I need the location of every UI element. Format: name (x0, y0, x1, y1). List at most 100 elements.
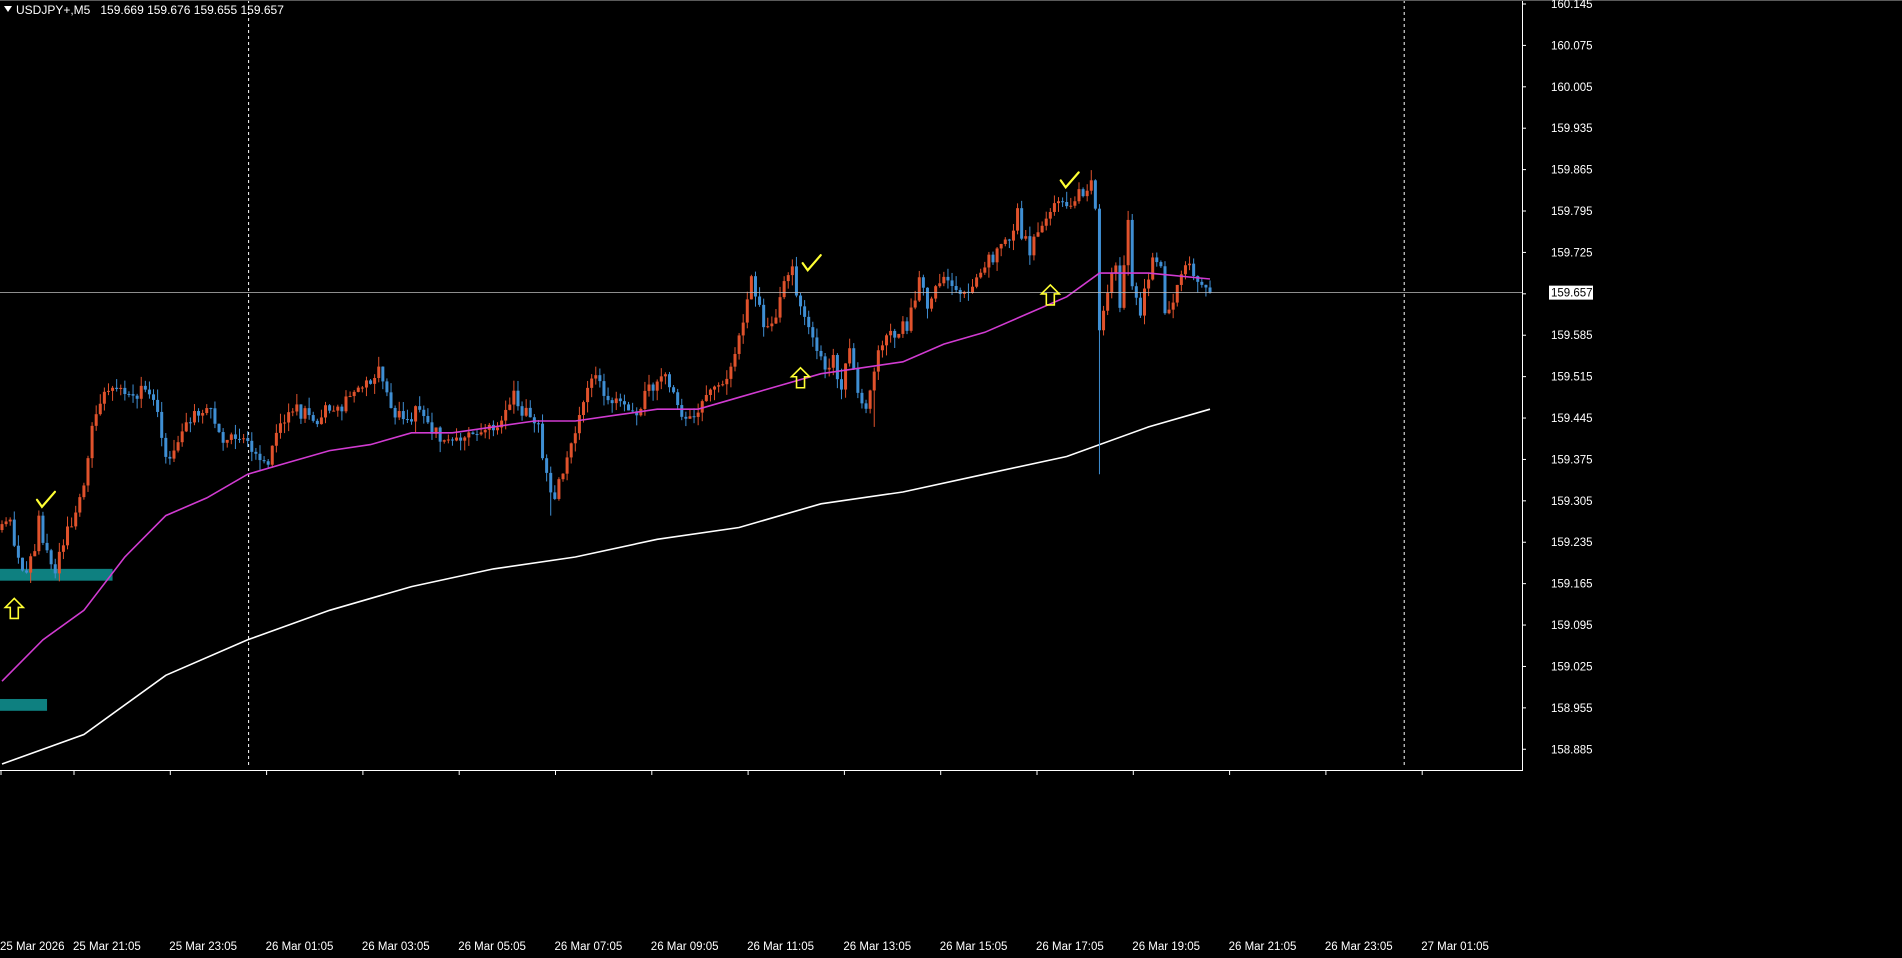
fast-ma-line (1, 272, 1211, 682)
candle-body (1085, 190, 1089, 197)
candle-body (41, 515, 45, 543)
candle-body (721, 384, 725, 386)
candle-body (90, 425, 94, 459)
candle-body (184, 422, 188, 432)
candle-body (250, 440, 254, 452)
y-tick-label: 159.375 (1551, 454, 1593, 466)
candle-body (889, 330, 893, 336)
candle-body (168, 456, 172, 459)
candle-body (946, 276, 950, 281)
candle-body (835, 354, 839, 380)
candle-body (61, 545, 65, 552)
candle-body (1048, 211, 1052, 219)
candle-body (352, 391, 356, 397)
candle-body (663, 374, 667, 377)
candle-body (676, 392, 680, 406)
y-tick-label: 159.585 (1551, 330, 1593, 342)
candle-body (1143, 288, 1147, 316)
candle-body (885, 335, 889, 346)
candle-body (119, 387, 123, 389)
candle-body (1093, 180, 1097, 209)
x-tick-label: 26 Mar 11:05 (747, 941, 814, 953)
candle-body (188, 422, 192, 424)
candle-body (356, 387, 360, 392)
candle-body (1155, 257, 1159, 263)
candle-body (33, 551, 37, 557)
candle-body (1036, 232, 1040, 237)
x-tick-label: 26 Mar 23:05 (1325, 941, 1393, 953)
candle-body (790, 266, 794, 276)
candle-body (598, 375, 602, 382)
candle-body (94, 414, 98, 426)
candle-body (647, 384, 651, 391)
candle-body (1183, 265, 1187, 275)
candle-body (852, 348, 856, 369)
candle-body (536, 423, 540, 425)
candle-body (463, 437, 467, 441)
candle-body (262, 460, 266, 462)
candle-body (233, 434, 237, 439)
y-tick-label: 160.075 (1551, 40, 1593, 52)
candle-body (139, 385, 143, 399)
candle-body (1138, 297, 1142, 316)
candle-body (319, 417, 323, 425)
candle-body (991, 254, 995, 263)
y-tick-label: 159.235 (1551, 537, 1593, 549)
candle-body (688, 416, 692, 419)
y-tick-label: 160.005 (1551, 82, 1593, 94)
candle-body (45, 542, 49, 551)
candle-body (1089, 180, 1093, 191)
candle-body (176, 442, 180, 451)
candle-body (418, 406, 422, 410)
candle-body (336, 406, 340, 411)
candle-body (405, 419, 409, 421)
candle-body (860, 392, 864, 404)
candle-body (53, 564, 57, 574)
candle-body (545, 458, 549, 473)
candle-body (733, 353, 737, 367)
candle-body (229, 434, 233, 440)
candle-body (299, 404, 303, 419)
candle-body (508, 404, 512, 410)
candle-body (246, 438, 250, 441)
candle-body (667, 374, 671, 388)
x-tick-label: 26 Mar 17:05 (1036, 941, 1104, 953)
candle-body (635, 411, 639, 416)
candle-body (131, 394, 135, 396)
candle-body (766, 326, 770, 328)
slow-moving-average (1, 408, 1211, 765)
candle-body (225, 439, 229, 443)
candle-body (135, 395, 139, 399)
candle-body (311, 415, 315, 421)
candle-body (925, 287, 929, 309)
symbol-header: USDJPY+,M5 159.669 159.676 159.655 159.65… (4, 2, 284, 18)
candle-body (180, 431, 184, 443)
candle-body (410, 419, 413, 422)
candle-body (29, 556, 33, 573)
up-arrow-icon (3, 597, 26, 620)
candle-body (684, 416, 688, 419)
candle-body (385, 381, 389, 393)
candle-body (586, 387, 590, 403)
candle-body (782, 281, 786, 298)
candle-body (590, 378, 594, 388)
candle-body (1032, 236, 1036, 256)
candle-body (1204, 284, 1208, 288)
candle-body (238, 438, 242, 440)
candle-body (1061, 201, 1065, 203)
candle-body (655, 381, 659, 391)
y-tick-label: 159.935 (1551, 123, 1593, 135)
candle-body (303, 408, 307, 419)
candle-body (901, 321, 905, 334)
candle-body (274, 432, 278, 446)
candle-body (905, 321, 909, 331)
candle-body (713, 386, 717, 390)
chart-menu-triangle-icon[interactable] (4, 6, 12, 12)
candle-body (82, 485, 86, 498)
candle-body (495, 427, 499, 431)
y-tick-label: 159.795 (1551, 206, 1593, 218)
candle-body (1040, 225, 1044, 233)
x-tick-label: 26 Mar 09:05 (651, 941, 719, 953)
